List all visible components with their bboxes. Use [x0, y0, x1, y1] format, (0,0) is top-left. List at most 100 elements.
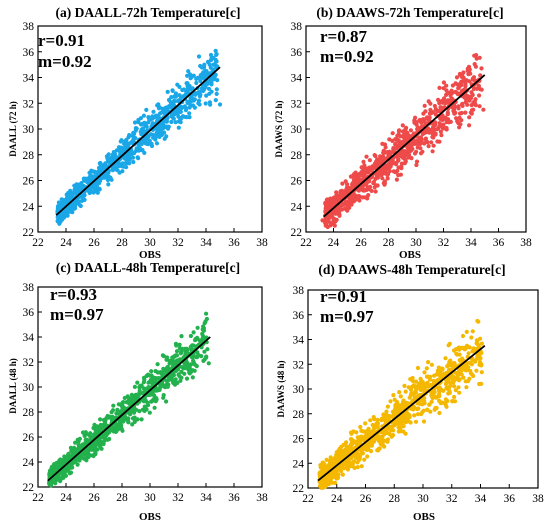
scatter-point — [183, 349, 188, 354]
scatter-point — [369, 188, 374, 193]
scatter-point — [414, 406, 420, 412]
scatter-point — [474, 86, 479, 91]
panel-title: (b) DAAWS-72h Temperature[c] — [316, 5, 503, 20]
scatter-point — [351, 452, 357, 457]
scatter-point — [479, 350, 484, 355]
scatter-point — [80, 452, 85, 457]
scatter-point — [117, 409, 122, 414]
x-tick-label: 38 — [256, 237, 268, 249]
x-tick-label: 36 — [228, 492, 240, 504]
scatter-point — [467, 123, 472, 128]
scatter-point — [427, 402, 432, 407]
scatter-point — [338, 468, 344, 474]
scatter-point — [196, 90, 201, 95]
y-tick-label: 28 — [23, 407, 35, 419]
scatter-point — [410, 146, 415, 152]
scatter-point — [169, 119, 174, 125]
scatter-point — [140, 121, 145, 126]
y-tick-label: 28 — [23, 150, 35, 162]
scatter-point — [184, 362, 189, 367]
scatter-point — [190, 86, 195, 91]
fit-line — [323, 74, 486, 218]
scatter-point — [466, 351, 471, 356]
scatter-point — [422, 141, 427, 146]
scatter-point — [337, 446, 342, 451]
scatter-point — [91, 190, 96, 195]
scatter-point — [199, 65, 204, 70]
scatter-point — [178, 120, 183, 125]
scatter-point — [359, 428, 364, 433]
scatter-point — [169, 104, 174, 109]
scatter-point — [360, 437, 365, 442]
scatter-point — [381, 150, 386, 155]
scatter-point — [207, 62, 212, 67]
scatter-point — [461, 70, 466, 75]
scatter-point — [433, 107, 438, 112]
scatter-point — [383, 168, 388, 173]
scatter-point — [427, 111, 432, 116]
scatter-point — [177, 358, 182, 363]
scatter-point — [73, 440, 78, 445]
scatter-point — [133, 148, 139, 153]
scatter-point — [138, 116, 143, 121]
scatter-point — [459, 118, 464, 123]
scatter-point — [397, 427, 402, 432]
x-tick-label: 34 — [200, 237, 212, 249]
scatter-point — [365, 454, 370, 459]
scatter-point — [190, 375, 195, 380]
x-tick-label: 28 — [383, 237, 395, 249]
scatter-point — [142, 129, 147, 134]
scatter-point — [100, 175, 105, 180]
scatter-point — [397, 140, 402, 145]
scatter-point — [206, 86, 212, 91]
scatter-point — [174, 349, 180, 354]
scatter-point — [320, 218, 325, 223]
scatter-point — [214, 64, 220, 69]
scatter-point — [368, 443, 373, 448]
scatter-point — [123, 139, 128, 144]
scatter-point — [158, 370, 163, 375]
scatter-point — [400, 123, 405, 128]
scatter-point — [204, 69, 209, 74]
x-tick-label: 38 — [256, 492, 268, 504]
scatter-point — [350, 181, 355, 186]
scatter-point — [106, 182, 111, 187]
scatter-point — [471, 373, 476, 379]
scatter-point — [414, 159, 420, 164]
scatter-point — [182, 114, 187, 119]
scatter-point — [390, 159, 395, 164]
scatter-point — [94, 438, 99, 443]
scatter-point — [387, 169, 392, 174]
scatter-point — [386, 152, 391, 157]
scatter-point — [387, 432, 392, 437]
scatter-point — [66, 463, 71, 468]
scatter-point — [331, 218, 336, 223]
y-tick-label: 34 — [293, 335, 305, 347]
scatter-point — [205, 347, 210, 352]
scatter-point — [198, 73, 203, 78]
scatter-point — [413, 395, 418, 400]
scatter-point — [156, 376, 161, 381]
scatter-point — [130, 416, 136, 421]
scatter-point — [130, 155, 136, 160]
panel-title: (a) DAALL-72h Temperature[c] — [56, 5, 241, 20]
scatter-point — [443, 397, 448, 402]
scatter-point — [388, 164, 393, 169]
scatter-point — [474, 341, 479, 346]
scatter-point — [187, 111, 192, 116]
scatter-point — [132, 120, 138, 125]
scatter-point — [428, 107, 433, 112]
scatter-point — [203, 101, 208, 106]
scatter-point — [444, 116, 449, 121]
scatter-point — [202, 321, 207, 326]
scatter-point — [142, 404, 147, 409]
scatter-point — [396, 158, 401, 163]
scatter-point — [144, 373, 149, 379]
scatter-point — [468, 96, 474, 101]
scatter-point — [70, 465, 75, 470]
scatter-point — [135, 155, 140, 160]
scatter-point — [407, 147, 412, 152]
scatter-point — [208, 52, 214, 58]
scatter-point — [168, 377, 174, 382]
scatter-point — [392, 420, 397, 425]
